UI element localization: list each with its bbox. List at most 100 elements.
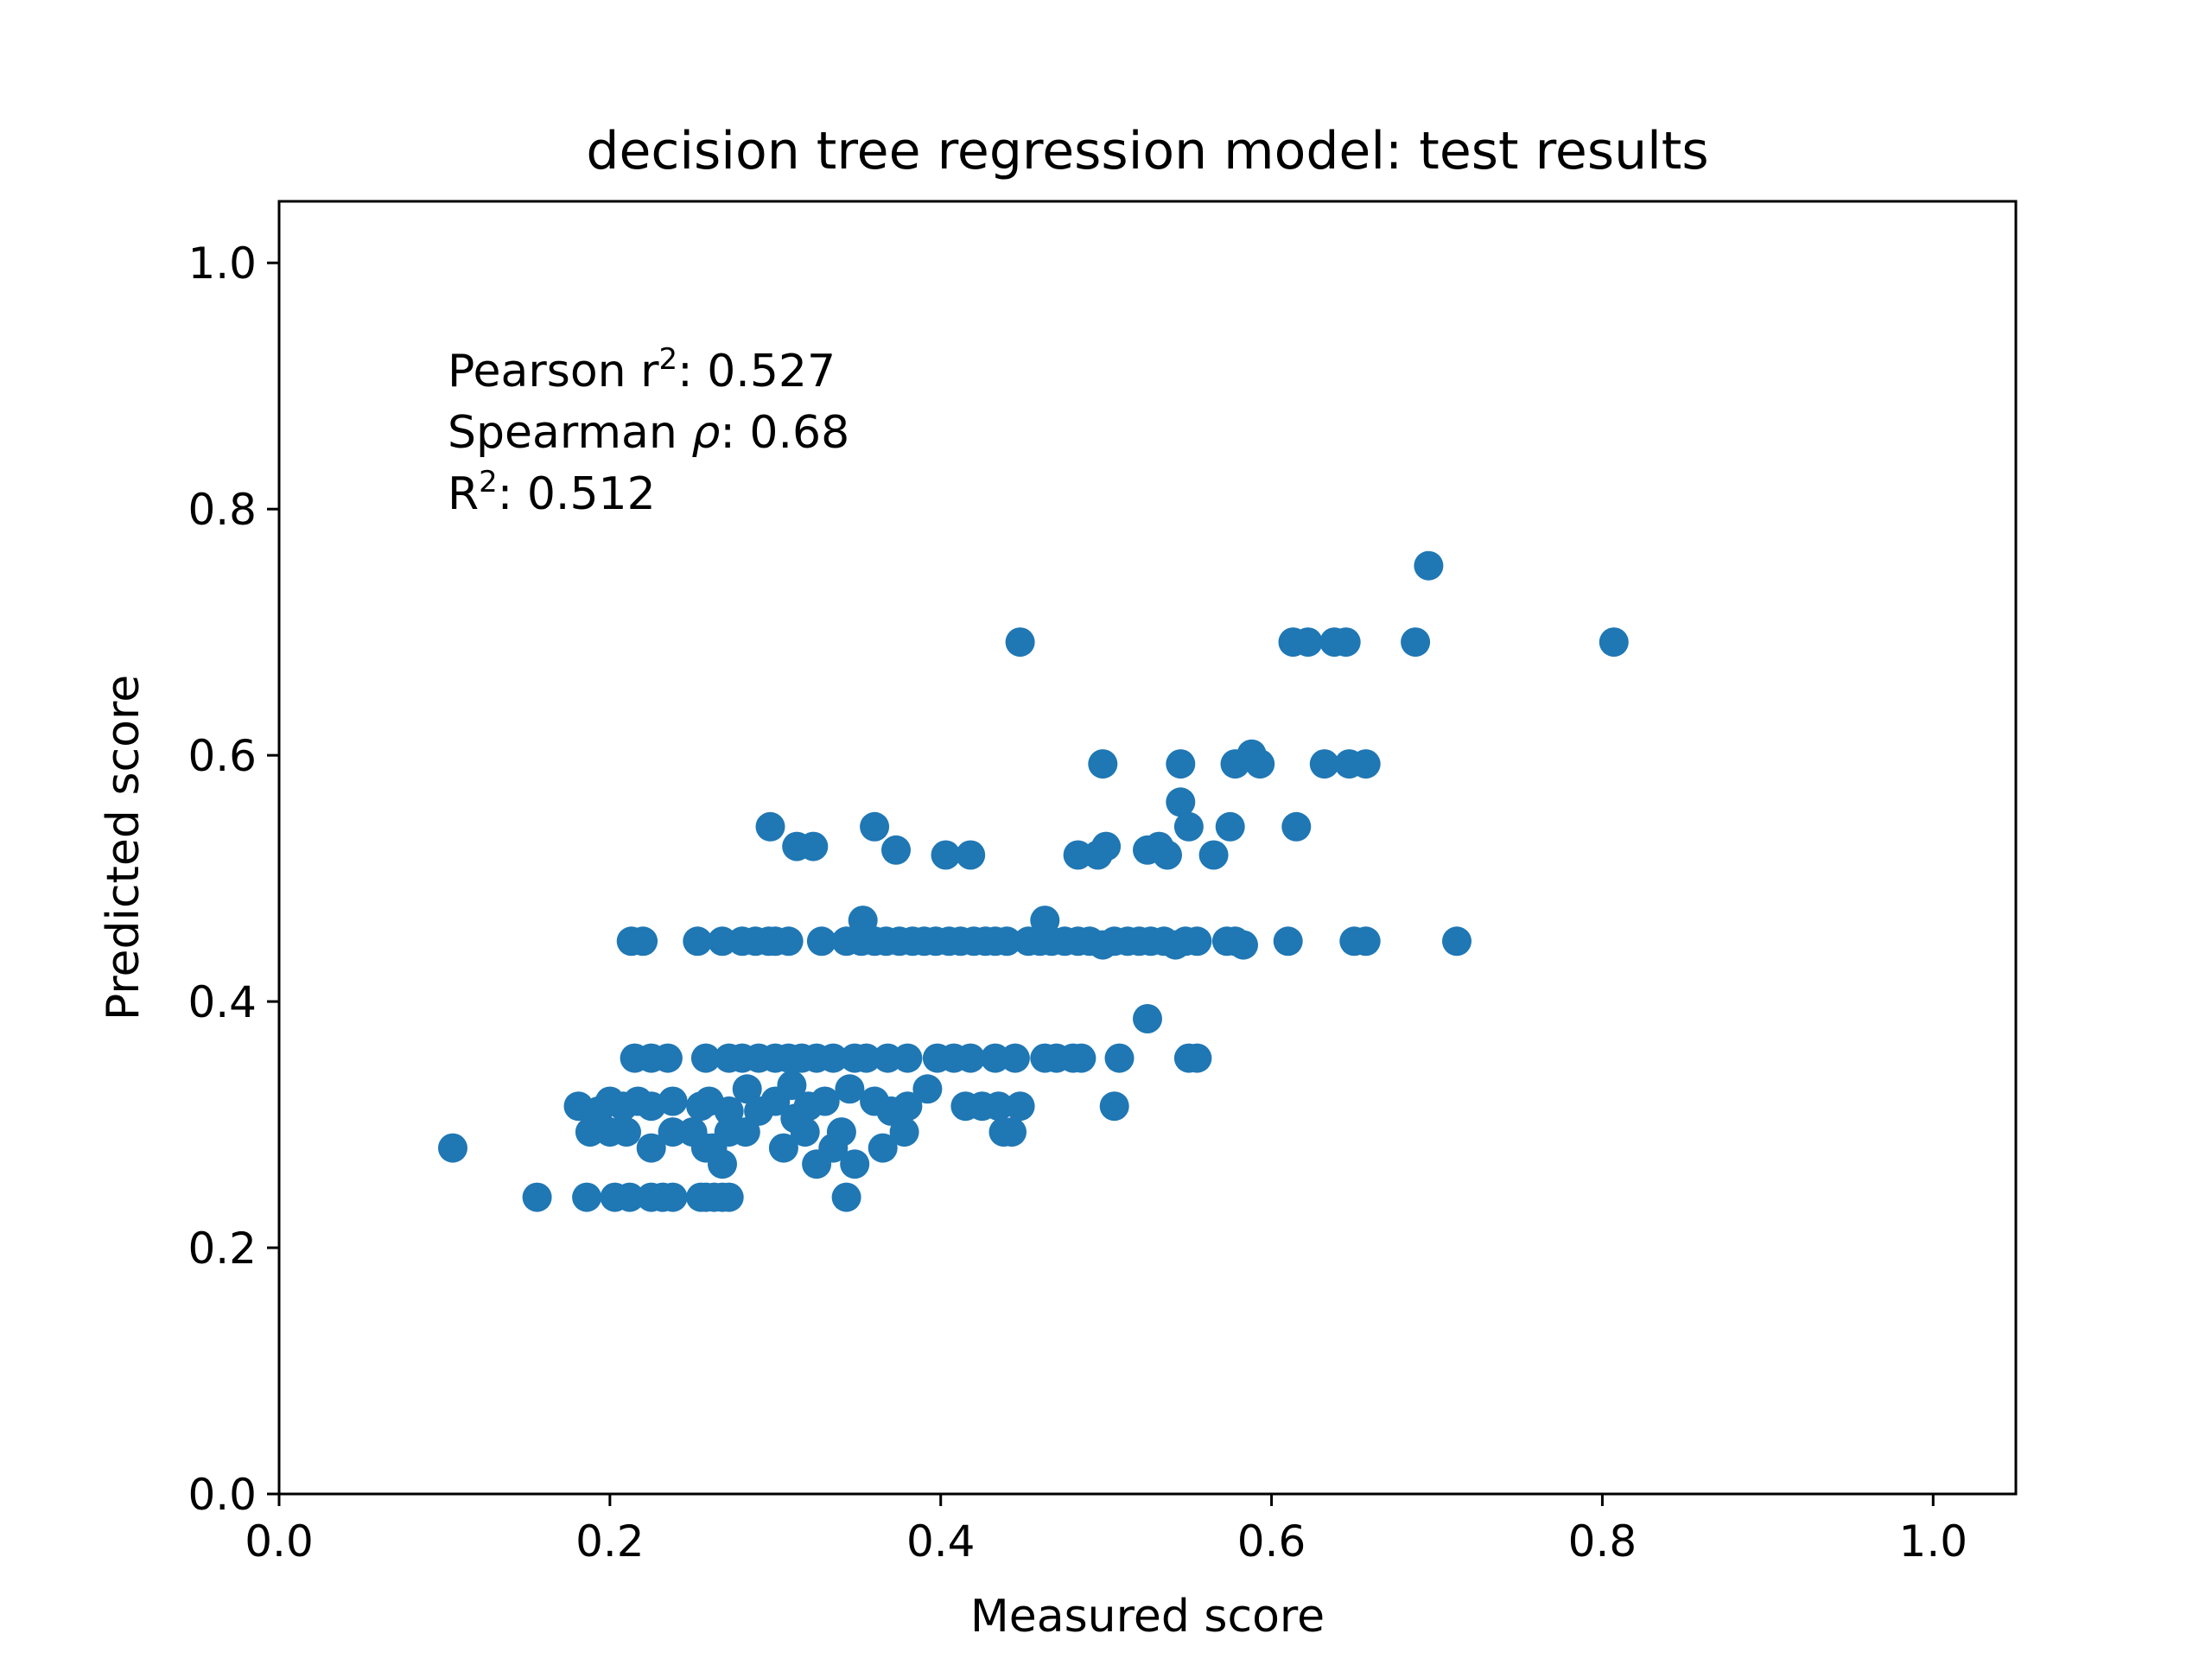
data-point xyxy=(522,1182,552,1212)
data-point xyxy=(1091,831,1122,861)
data-point xyxy=(1182,926,1212,957)
data-point xyxy=(777,1071,807,1100)
data-point xyxy=(806,926,836,957)
y-axis-label: Predicted score xyxy=(98,675,149,1020)
y-tick-label: 0.6 xyxy=(188,731,257,781)
data-point xyxy=(1331,627,1361,658)
data-point xyxy=(1351,749,1381,779)
data-point xyxy=(612,1117,641,1147)
data-point xyxy=(983,1091,1014,1122)
x-axis-label: Measured score xyxy=(970,1591,1325,1643)
x-tick-label: 1.0 xyxy=(1899,1516,1968,1567)
data-point xyxy=(997,1117,1027,1147)
data-point xyxy=(1166,787,1196,817)
data-point xyxy=(1005,1091,1035,1122)
data-point xyxy=(868,1133,898,1163)
data-point xyxy=(658,1086,688,1116)
data-point xyxy=(714,1096,744,1126)
x-tick-label: 0.4 xyxy=(906,1516,976,1567)
data-point xyxy=(1309,749,1339,779)
data-point xyxy=(755,811,785,842)
data-point xyxy=(658,1182,688,1212)
data-point xyxy=(628,926,658,957)
data-point xyxy=(1133,1004,1162,1033)
data-point xyxy=(1153,840,1182,870)
plot-frame xyxy=(277,200,2018,1496)
data-point xyxy=(810,1086,840,1116)
data-point xyxy=(1293,627,1323,658)
data-point xyxy=(1599,627,1629,658)
points-layer xyxy=(438,550,1629,1212)
data-point xyxy=(912,1074,943,1104)
data-point xyxy=(1273,926,1303,957)
chart-title: decision tree regression model: test res… xyxy=(586,121,1708,181)
data-point xyxy=(1173,811,1204,842)
data-point xyxy=(1166,749,1196,779)
data-point xyxy=(893,1091,923,1122)
r2-stat: R2: 0.512 xyxy=(448,465,656,520)
data-point xyxy=(848,906,878,936)
data-point xyxy=(690,1043,721,1073)
stats-annotation: Pearson r2: 0.527 Spearman ρ: 0.68 R2: 0… xyxy=(448,342,864,520)
x-tick-label: 0.0 xyxy=(245,1516,314,1567)
data-point xyxy=(826,1117,856,1147)
data-point xyxy=(893,1043,923,1073)
x-tick-label: 0.6 xyxy=(1237,1516,1306,1567)
data-point xyxy=(1066,1043,1096,1073)
data-point xyxy=(835,1074,865,1104)
y-tick-label: 1.0 xyxy=(188,238,257,289)
data-point xyxy=(773,926,804,957)
data-point xyxy=(1182,1043,1212,1073)
data-point xyxy=(860,811,890,842)
data-point xyxy=(1030,906,1060,936)
data-point xyxy=(931,840,961,870)
data-point xyxy=(730,1117,760,1147)
data-point xyxy=(744,1096,774,1126)
y-tick-label: 0.8 xyxy=(188,485,257,535)
x-tick-label: 0.2 xyxy=(575,1516,645,1567)
data-point xyxy=(851,1043,881,1073)
data-point xyxy=(1229,930,1258,960)
data-point xyxy=(1281,811,1312,842)
data-point xyxy=(1351,926,1381,957)
pearson-stat: Pearson r2: 0.527 xyxy=(448,342,836,397)
data-point xyxy=(690,1133,721,1163)
data-point xyxy=(683,926,713,957)
data-point xyxy=(780,1103,810,1134)
data-point xyxy=(572,1182,602,1212)
data-point xyxy=(714,1182,744,1212)
y-tick-label: 0.0 xyxy=(188,1470,257,1520)
y-tick-label: 0.4 xyxy=(188,977,257,1027)
data-point xyxy=(818,1043,849,1073)
data-point xyxy=(768,1133,798,1163)
data-point xyxy=(1215,811,1245,842)
data-point xyxy=(840,1149,870,1179)
data-point xyxy=(1088,749,1118,779)
data-point xyxy=(956,1043,986,1073)
data-point xyxy=(732,1074,762,1104)
data-point xyxy=(956,840,986,870)
data-point xyxy=(1198,840,1229,870)
data-point xyxy=(1000,1043,1030,1073)
data-point xyxy=(1245,749,1275,779)
data-point xyxy=(614,1182,645,1212)
data-point xyxy=(1414,550,1444,581)
x-tick-label: 0.8 xyxy=(1568,1516,1637,1567)
data-point xyxy=(636,1133,666,1163)
data-point xyxy=(1005,627,1035,658)
data-point xyxy=(798,831,829,861)
ticks-layer: 0.0 0.2 0.4 0.6 0.8 1.0 0.0 0.2 0.4 0.6 0.8 1.0 xyxy=(188,238,1967,1567)
data-point xyxy=(889,1117,919,1147)
data-point xyxy=(1099,1091,1129,1122)
data-point xyxy=(438,1133,467,1163)
data-point xyxy=(1104,1043,1135,1073)
data-point xyxy=(831,1182,861,1212)
data-point xyxy=(652,1043,683,1073)
data-point xyxy=(992,926,1022,957)
data-point xyxy=(1442,926,1471,957)
y-tick-label: 0.2 xyxy=(188,1224,257,1274)
data-point xyxy=(1401,627,1431,658)
spearman-stat: Spearman ρ: 0.68 xyxy=(448,407,849,459)
